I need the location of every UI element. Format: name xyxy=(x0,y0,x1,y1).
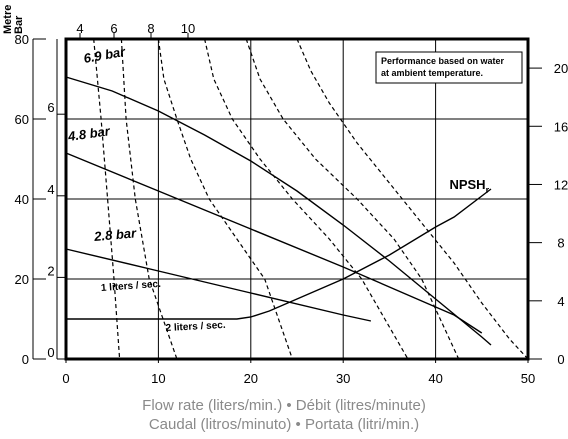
x-tick-label: 0 xyxy=(62,371,69,386)
pressure-curve-label: 6.9 bar xyxy=(82,44,127,66)
note-line-2: at ambient temperature. xyxy=(381,68,483,78)
bar-tick-label: 2 xyxy=(47,263,54,278)
right-tick-label: 0 xyxy=(557,352,564,367)
air-consumption-curve-1 xyxy=(93,38,121,360)
bar-tick-label: 0 xyxy=(47,345,54,360)
pressure-curve-28-bar xyxy=(65,248,372,322)
metre-tick-label: 20 xyxy=(15,272,29,287)
x-tick-label: 40 xyxy=(428,371,442,386)
top-tick-label: 8 xyxy=(147,21,154,36)
right-tick-label: 4 xyxy=(557,294,564,309)
metre-tick-label: 40 xyxy=(15,192,29,207)
metre-tick-label: 80 xyxy=(15,32,29,47)
air-consumption-curve-6 xyxy=(296,38,529,360)
air-consumption-curve-3 xyxy=(157,38,293,360)
curves xyxy=(65,38,529,360)
top-tick-label: 4 xyxy=(76,21,83,36)
metre-tick-label: 0 xyxy=(22,352,29,367)
curve-labels: 6.9 bar 4.8 bar 2.8 bar 1 liters / sec. 2 li… xyxy=(66,44,489,334)
x-axis-caption-line-1: Flow rate (liters/min.) • Débit (litres/… xyxy=(142,397,426,414)
x-tick-label: 50 xyxy=(521,371,535,386)
pressure-curve-label: 4.8 bar xyxy=(66,123,112,144)
top-tick-label: 6 xyxy=(110,21,117,36)
right-tick-label: 12 xyxy=(554,177,568,192)
grid-lines xyxy=(66,39,528,359)
metre-axis-label: Metre xyxy=(2,5,14,34)
bar-axis-label: Bar xyxy=(13,15,25,34)
npsh-label: NPSHr xyxy=(449,177,489,195)
air-consumption-curve-4 xyxy=(204,38,409,360)
pressure-curve-label: 2.8 bar xyxy=(93,225,138,244)
metre-tick-label: 60 xyxy=(15,112,29,127)
x-tick-label: 30 xyxy=(336,371,350,386)
plot-frame xyxy=(64,37,530,361)
npsh-label-subscript: r xyxy=(486,185,490,195)
bar-tick-label: 4 xyxy=(47,182,54,197)
air-consumption-label: 2 liters / sec. xyxy=(165,320,226,334)
right-tick-label: 16 xyxy=(554,119,568,134)
npsh-curve xyxy=(66,188,492,320)
x-tick-label: 20 xyxy=(244,371,258,386)
air-consumption-label: 1 liters / sec. xyxy=(101,279,162,294)
x-axis-caption-line-2: Caudal (litros/minuto) • Portata (litri/… xyxy=(148,416,420,433)
pressure-curve-48-bar xyxy=(65,152,483,334)
right-tick-label: 8 xyxy=(557,236,564,251)
note-box: Performance based on water at ambient te… xyxy=(375,51,523,84)
top-tick-label: 10 xyxy=(181,21,195,36)
right-tick-label: 20 xyxy=(554,61,568,76)
pressure-curve-69-bar xyxy=(65,76,492,346)
note-line-1: Performance based on water xyxy=(381,56,505,66)
x-tick-label: 10 xyxy=(151,371,165,386)
bar-tick-label: 6 xyxy=(47,100,54,115)
